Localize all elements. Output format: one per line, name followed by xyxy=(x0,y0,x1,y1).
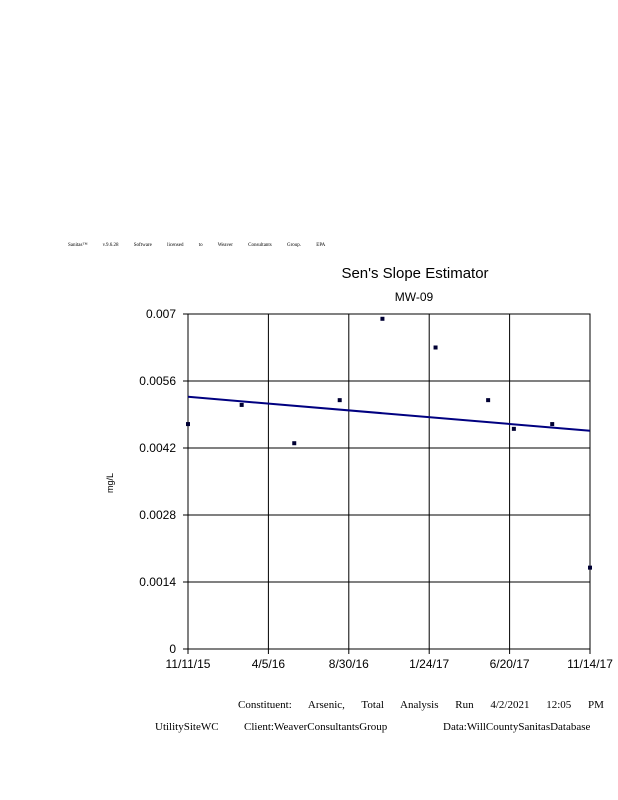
footer-site: UtilitySiteWC xyxy=(155,721,219,733)
y-tick-label: 0 xyxy=(169,642,176,656)
y-axis-ticks: 0.007 0.0056 0.0042 0.0028 0.0014 0 xyxy=(139,307,188,656)
chart-subtitle: MW-09 xyxy=(395,290,434,304)
plot-area xyxy=(187,313,591,650)
footer-data: Data:WillCountySanitasDatabase xyxy=(443,721,591,733)
footer-client: Client:WeaverConsultantsGroup xyxy=(244,721,388,733)
data-point xyxy=(337,398,342,403)
data-points xyxy=(186,316,592,570)
grid-lines xyxy=(188,314,590,649)
x-tick-label: 1/24/17 xyxy=(409,657,449,671)
data-point xyxy=(186,422,190,427)
sens-slope-trend-line xyxy=(187,395,591,432)
trend-line-group xyxy=(187,395,591,432)
data-point xyxy=(511,426,516,431)
data-point xyxy=(550,422,555,427)
data-point xyxy=(588,565,592,570)
x-tick-label: 4/5/16 xyxy=(252,657,286,671)
y-axis-label: mg/L xyxy=(105,473,115,493)
x-tick-label: 6/20/17 xyxy=(490,657,530,671)
data-point xyxy=(486,398,491,403)
x-tick-label: 11/14/17 xyxy=(567,657,613,671)
x-axis-ticks: 11/11/15 4/5/16 8/30/16 1/24/17 6/20/17 11/14… xyxy=(166,649,613,671)
data-point xyxy=(380,316,385,321)
y-tick-label: 0.007 xyxy=(146,307,176,321)
x-tick-label: 8/30/16 xyxy=(329,657,369,671)
x-tick-label: 11/11/15 xyxy=(166,657,211,671)
data-point xyxy=(433,345,438,350)
chart-title: Sen's Slope Estimator xyxy=(341,265,488,282)
y-tick-label: 0.0056 xyxy=(139,374,176,388)
y-tick-label: 0.0042 xyxy=(139,441,176,455)
y-tick-label: 0.0014 xyxy=(139,575,176,589)
y-tick-label: 0.0028 xyxy=(139,508,176,522)
data-point xyxy=(239,402,244,407)
data-point xyxy=(292,441,297,446)
software-banner: Sanitas™ v.9.6.28 Software licensed to W… xyxy=(68,243,326,248)
footer-constituent: Constituent: Arsenic, Total Analysis Run… xyxy=(238,699,604,711)
